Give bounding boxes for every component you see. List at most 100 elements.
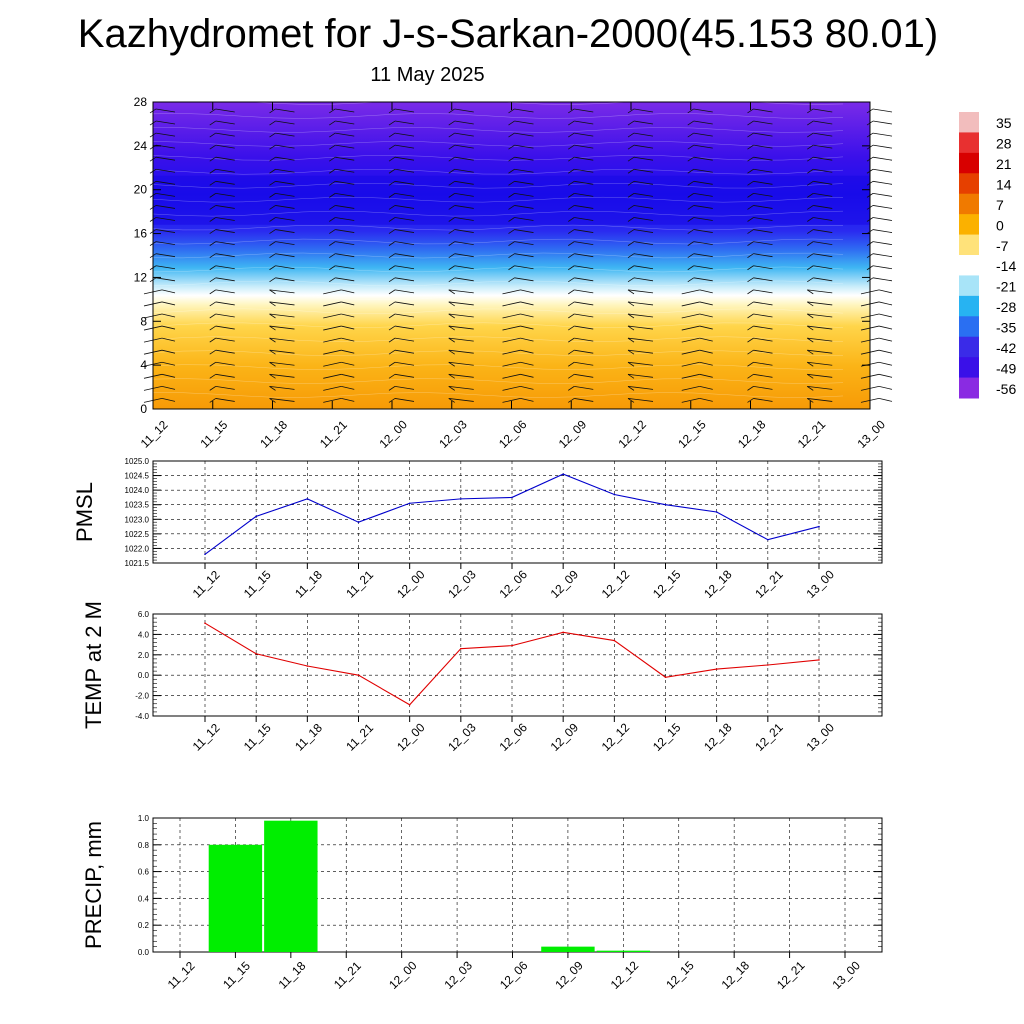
wind-barb (394, 301, 415, 306)
x-tick-label: 11_15 (197, 418, 230, 451)
x-tick-label: 13_00 (829, 958, 863, 992)
wind-barb (341, 361, 355, 366)
wind-barb (693, 192, 713, 197)
wind-barb (633, 180, 654, 185)
wind-barb (813, 217, 833, 221)
wind-barb (747, 265, 754, 271)
wind-barb (878, 349, 893, 354)
wind-barb (568, 120, 575, 126)
wind-barb (627, 337, 654, 342)
wind-barb (568, 277, 575, 283)
wind-barb (807, 277, 814, 283)
wind-barb (747, 120, 754, 126)
wind-barb (807, 337, 833, 342)
wind-barb (394, 265, 415, 270)
wind-barb (329, 180, 336, 186)
wind-barb (448, 144, 455, 150)
wind-barb (394, 168, 415, 173)
colorbar-swatch (959, 275, 979, 297)
wind-barb (753, 349, 773, 354)
wind-barb (215, 156, 235, 161)
wind-barb (568, 253, 575, 259)
wind-barb (209, 253, 216, 259)
data-point (613, 639, 616, 642)
wind-barb (215, 120, 235, 125)
isotherm-line (152, 238, 844, 245)
wind-barb (687, 253, 694, 259)
x-tick-label: 12_18 (719, 958, 753, 992)
wind-barb (269, 241, 276, 246)
wind-barb (872, 168, 893, 173)
wind-barb (275, 265, 295, 270)
wind-barb (514, 108, 534, 113)
wind-barb (514, 205, 534, 209)
wind-barb (329, 193, 336, 198)
y-tick-label: 28 (134, 95, 148, 109)
wind-barb (269, 361, 295, 366)
wind-barb (394, 132, 415, 137)
wind-barb (813, 229, 833, 233)
wind-barb (448, 386, 455, 391)
wind-barb (454, 229, 474, 233)
wind-barb (627, 253, 635, 259)
wind-barb (448, 361, 455, 367)
colorbar-label: -7 (996, 238, 1009, 254)
wind-barb (209, 337, 216, 343)
x-tick-label: 12_09 (548, 720, 582, 754)
wind-barb (633, 265, 654, 270)
wind-barb (699, 385, 713, 390)
wind-barb (155, 192, 176, 197)
data-point (460, 498, 462, 500)
wind-barb (269, 229, 276, 234)
x-tick-label: 12_00 (394, 720, 428, 754)
wind-barb (454, 108, 474, 113)
wind-barb (448, 156, 455, 162)
colorbar-label: -56 (996, 381, 1016, 397)
wind-barb (807, 144, 814, 150)
data-point (204, 553, 206, 556)
wind-barb (209, 386, 216, 391)
wind-barb (807, 205, 814, 210)
wind-barb (215, 229, 235, 233)
wind-barb (693, 229, 713, 233)
wind-barb (388, 241, 396, 246)
x-tick-label: 12_00 (386, 958, 420, 992)
wind-barb (341, 385, 355, 390)
wind-barb (693, 144, 713, 149)
wind-barb (329, 229, 336, 234)
wind-barb (215, 253, 235, 258)
plot-frame (152, 460, 883, 564)
wind-barb (335, 205, 355, 209)
wind-barb (807, 180, 814, 186)
wind-barb (269, 205, 276, 210)
wind-barb (335, 168, 355, 173)
wind-barb (627, 313, 654, 318)
x-tick-label: 11_15 (241, 568, 274, 601)
wind-barb (753, 373, 773, 378)
colorbar-label: 28 (996, 136, 1012, 152)
wind-barb (693, 120, 713, 125)
wind-barb (388, 373, 396, 379)
wind-barb (753, 265, 773, 270)
wind-barb (161, 337, 176, 342)
wind-barb (514, 265, 534, 270)
wind-barb (747, 301, 754, 307)
isotherm-line (152, 322, 844, 328)
colorbar-swatch (959, 112, 979, 133)
wind-barb (693, 132, 713, 137)
data-point (255, 515, 257, 518)
wind-barb (574, 385, 594, 390)
wind-barb (448, 193, 455, 198)
wind-barb (747, 217, 754, 222)
wind-barb (699, 313, 713, 318)
x-tick-label: 11_18 (292, 721, 325, 754)
wind-barb (520, 313, 534, 318)
wind-barb (155, 277, 176, 282)
wind-barb (627, 180, 635, 186)
wind-barb (388, 301, 396, 307)
wind-barb (627, 385, 654, 390)
wind-barb (627, 241, 635, 246)
x-tick-label: 12_09 (548, 567, 582, 601)
wind-barb (448, 289, 474, 294)
wind-barb (155, 205, 176, 209)
